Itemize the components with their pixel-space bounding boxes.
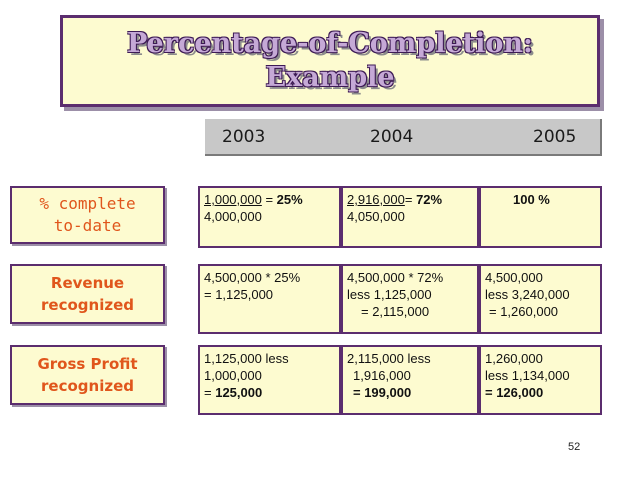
cell-gross-profit-2004: 2,115,000 less 1,916,000 = 199,000 [341, 345, 479, 415]
cell-line: 1,916,000 [353, 368, 411, 383]
page-number: 52 [568, 441, 581, 453]
row-label-revenue-recognized: Revenue recognized [10, 264, 165, 324]
cell-percent-2005: 100 % [479, 186, 602, 248]
row-label-line: Revenue [50, 274, 125, 292]
cell-line: 1,000,000 [204, 368, 262, 383]
cell-line: less 1,125,000 [347, 287, 432, 302]
row-label-line: % complete [39, 194, 136, 213]
cell-line: 4,050,000 [347, 209, 405, 224]
cell-line: 4,500,000 * 25% [204, 270, 301, 285]
row-label-line: recognized [41, 296, 134, 314]
slide-title-line-2: Example [265, 62, 395, 93]
slide-title-line-1: Percentage-of-Completion: [126, 28, 534, 59]
cell-line: = 2,115,000 [361, 304, 430, 319]
cell-line: 4,000,000 [204, 209, 262, 224]
cell-line: 1,125,000 less [204, 351, 289, 366]
cell-line: 2,115,000 less [347, 351, 431, 366]
year-2005: 2005 [533, 127, 577, 147]
cell-line: = 1,125,000 [204, 287, 274, 302]
year-header-bar: 2003 2004 2005 [205, 119, 602, 156]
row-label-percent-complete: % complete to-date [10, 186, 165, 244]
cell-line: 4,500,000 [485, 270, 543, 285]
cell-line: = 125,000 [204, 385, 263, 400]
cell-line: = 126,000 [485, 385, 544, 400]
cell-line: less 1,134,000 [485, 368, 570, 383]
cell-line: 2,916,000= 72% [347, 192, 443, 207]
cell-revenue-2003: 4,500,000 * 25% = 1,125,000 [198, 264, 341, 334]
year-2003: 2003 [222, 127, 266, 147]
row-label-line: recognized [41, 377, 134, 395]
cell-revenue-2004: 4,500,000 * 72% less 1,125,000 = 2,115,0… [341, 264, 479, 334]
cell-percent-2004: 2,916,000= 72% 4,050,000 [341, 186, 479, 248]
cell-line: 4,500,000 * 72% [347, 270, 444, 285]
year-2004: 2004 [370, 127, 414, 147]
cell-line: = 199,000 [353, 385, 412, 400]
row-label-line: Gross Profit [37, 355, 138, 373]
cell-line: = 1,260,000 [489, 304, 559, 319]
row-label-gross-profit-recognized: Gross Profit recognized [10, 345, 165, 405]
cell-line: 1,260,000 [485, 351, 543, 366]
cell-gross-profit-2003: 1,125,000 less 1,000,000 = 125,000 [198, 345, 341, 415]
cell-line: less 3,240,000 [485, 287, 570, 302]
cell-line: 100 % [513, 192, 550, 207]
cell-gross-profit-2005: 1,260,000 less 1,134,000 = 126,000 [479, 345, 602, 415]
row-label-line: to-date [53, 216, 122, 235]
cell-percent-2003: 1,000,000 = 25% 4,000,000 [198, 186, 341, 248]
cell-line: 1,000,000 = 25% [204, 192, 303, 207]
slide-title-box: Percentage-of-Completion: Example [60, 15, 600, 107]
cell-revenue-2005: 4,500,000 less 3,240,000 = 1,260,000 [479, 264, 602, 334]
